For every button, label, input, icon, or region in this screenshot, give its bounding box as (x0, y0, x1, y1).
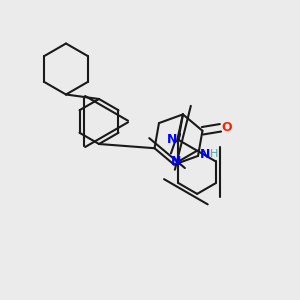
Text: N: N (170, 155, 181, 168)
Text: N: N (167, 134, 177, 146)
Text: H: H (209, 149, 218, 159)
Text: O: O (222, 121, 232, 134)
Text: N: N (200, 148, 211, 161)
